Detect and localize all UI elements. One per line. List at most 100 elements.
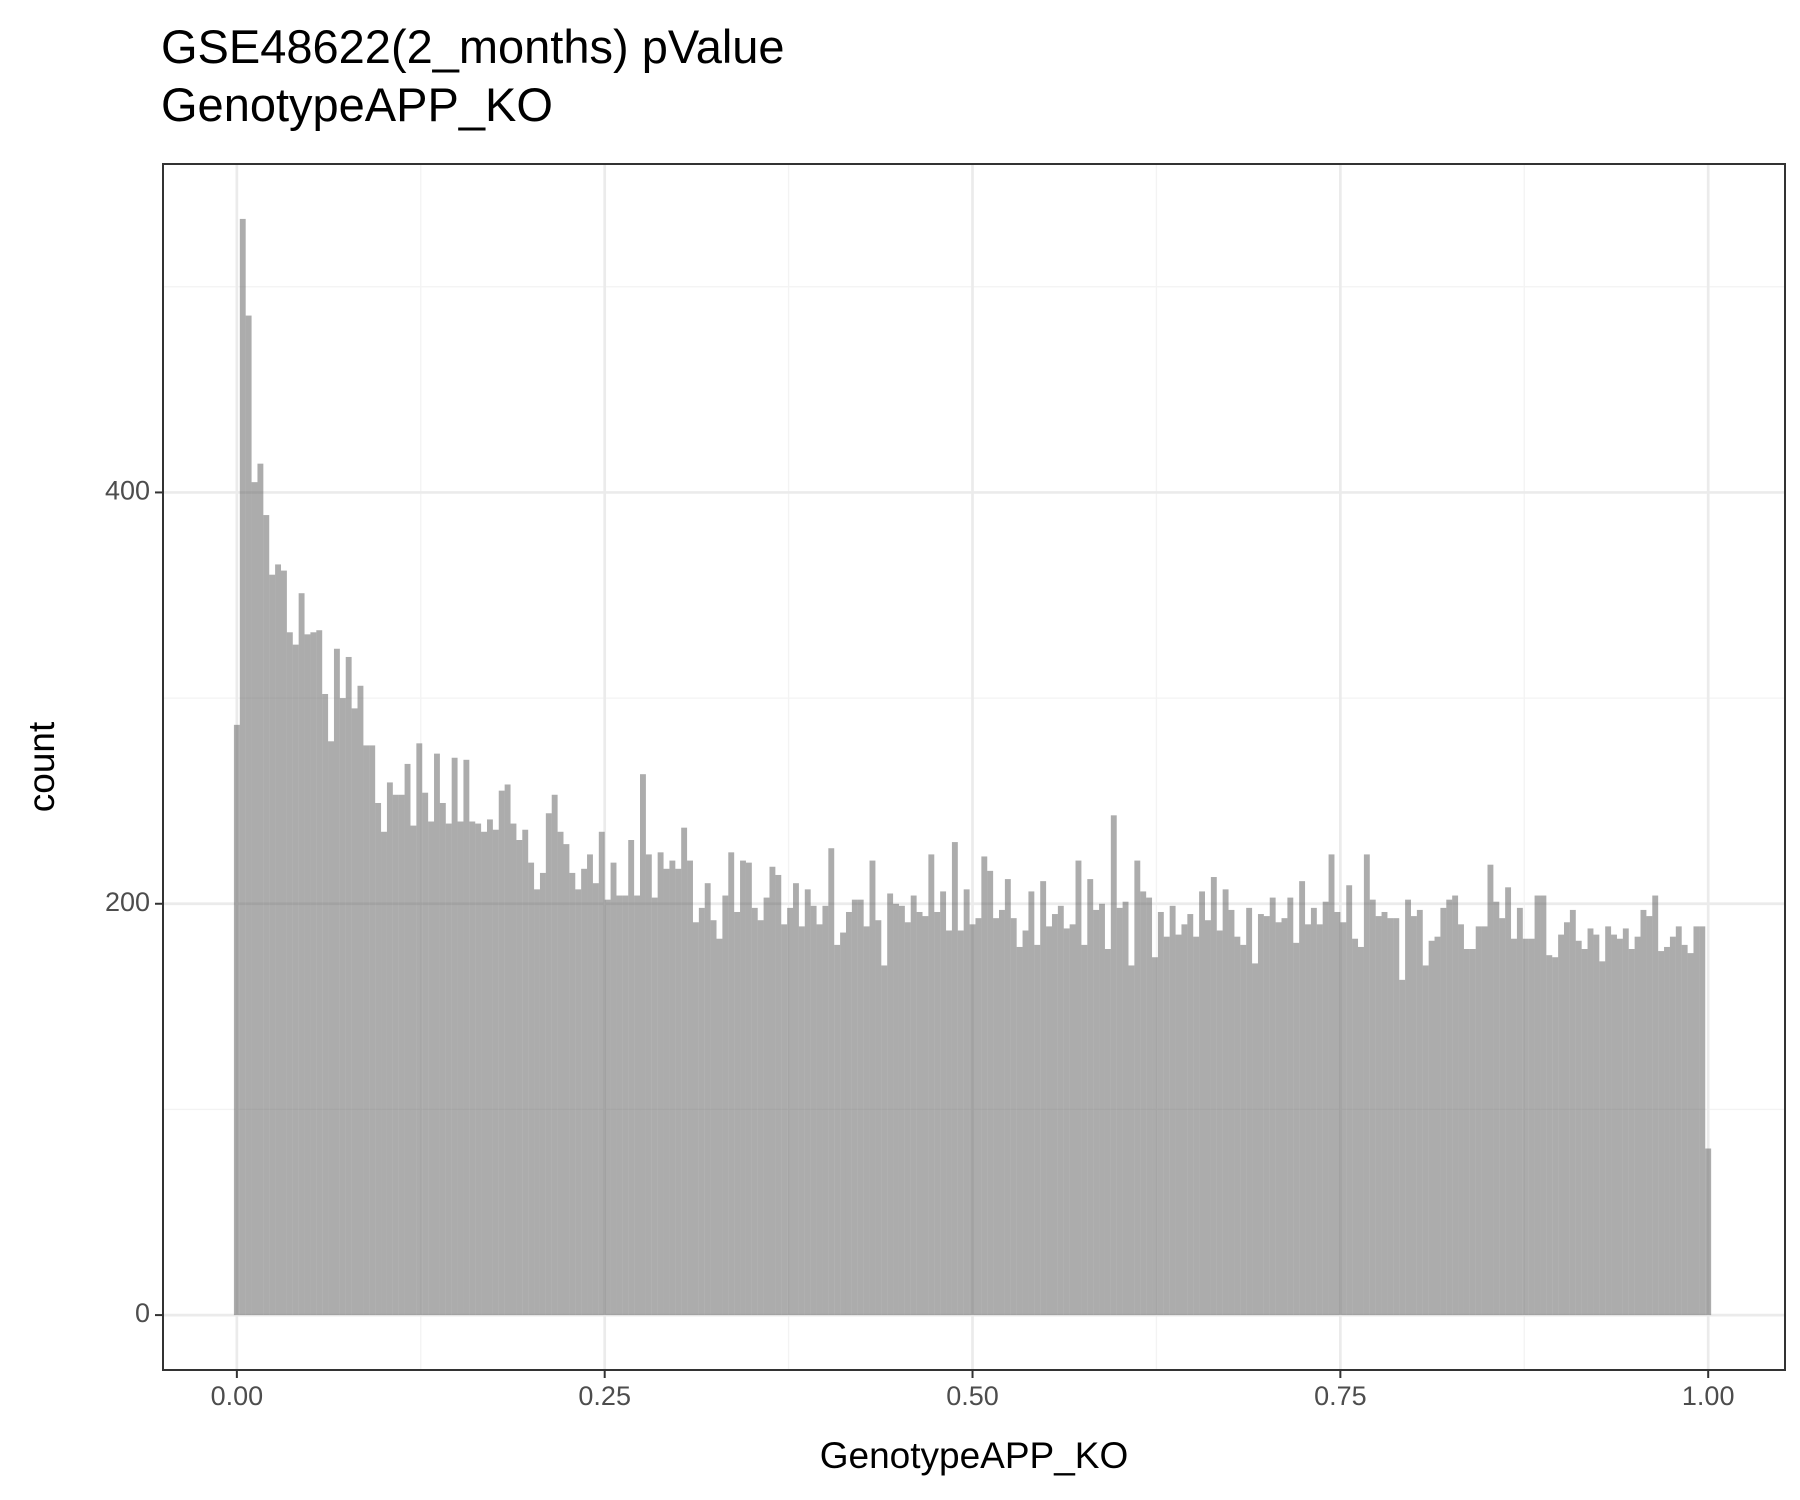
x-tick-label: 0.00 bbox=[211, 1381, 264, 1411]
bar bbox=[1287, 897, 1294, 1316]
bar bbox=[898, 905, 905, 1316]
bar bbox=[410, 825, 417, 1316]
bar bbox=[1587, 928, 1594, 1316]
bar bbox=[434, 753, 440, 1316]
bar bbox=[922, 916, 929, 1316]
bar bbox=[1446, 899, 1453, 1316]
bar bbox=[1334, 911, 1341, 1316]
bar bbox=[1358, 946, 1364, 1316]
bar bbox=[557, 831, 564, 1316]
bar bbox=[1263, 916, 1270, 1316]
bar bbox=[1681, 944, 1688, 1316]
bar bbox=[1705, 1148, 1712, 1316]
bar bbox=[716, 938, 723, 1316]
bar bbox=[1057, 905, 1064, 1316]
bar bbox=[1428, 940, 1435, 1316]
bar bbox=[486, 819, 493, 1316]
x-tick-label: 0.75 bbox=[1314, 1381, 1367, 1411]
bar bbox=[445, 823, 452, 1316]
bar bbox=[392, 794, 399, 1316]
bar bbox=[969, 924, 976, 1316]
bar bbox=[1528, 938, 1535, 1316]
bar bbox=[981, 856, 988, 1316]
bar bbox=[1281, 918, 1288, 1316]
bar bbox=[1505, 887, 1512, 1316]
bar bbox=[628, 840, 635, 1316]
bar bbox=[1675, 926, 1682, 1316]
bar bbox=[1010, 918, 1017, 1316]
bar bbox=[510, 823, 517, 1316]
bar bbox=[698, 907, 705, 1316]
bar bbox=[1546, 955, 1553, 1316]
bar bbox=[804, 889, 811, 1316]
bar bbox=[310, 632, 317, 1316]
bar bbox=[498, 790, 505, 1316]
bar bbox=[1022, 930, 1029, 1316]
bar bbox=[951, 842, 958, 1316]
bar bbox=[551, 794, 558, 1316]
bar bbox=[351, 708, 358, 1316]
bar bbox=[1599, 961, 1606, 1316]
bar bbox=[1004, 879, 1011, 1316]
bar bbox=[381, 831, 387, 1316]
bar bbox=[793, 883, 799, 1316]
bar bbox=[1316, 924, 1323, 1316]
bar bbox=[1099, 903, 1105, 1316]
bar bbox=[869, 860, 876, 1316]
bar bbox=[1628, 949, 1635, 1316]
bar bbox=[822, 905, 829, 1316]
bar bbox=[1487, 864, 1494, 1316]
bar bbox=[1593, 934, 1600, 1316]
bar bbox=[1193, 936, 1200, 1316]
bar bbox=[375, 802, 382, 1316]
bar bbox=[1046, 926, 1052, 1316]
bar bbox=[1199, 891, 1205, 1316]
bar bbox=[292, 644, 299, 1316]
bar bbox=[1652, 895, 1659, 1316]
bar bbox=[692, 922, 699, 1316]
bar bbox=[451, 757, 458, 1316]
bar bbox=[1110, 815, 1117, 1316]
bar bbox=[1322, 901, 1329, 1316]
bar bbox=[1204, 920, 1211, 1316]
bar bbox=[1658, 951, 1665, 1316]
bar bbox=[1116, 907, 1123, 1316]
bar bbox=[1405, 899, 1411, 1316]
bar bbox=[322, 693, 329, 1316]
bar bbox=[1181, 924, 1188, 1316]
bar bbox=[1363, 854, 1370, 1316]
bar bbox=[1169, 905, 1176, 1316]
bar bbox=[757, 920, 764, 1316]
bar bbox=[663, 868, 670, 1316]
bar bbox=[1352, 938, 1359, 1316]
bar bbox=[669, 860, 676, 1316]
bar bbox=[1040, 881, 1047, 1316]
bar bbox=[1140, 891, 1147, 1316]
bar bbox=[1028, 891, 1035, 1316]
bar bbox=[1564, 922, 1570, 1316]
bar bbox=[710, 920, 717, 1316]
bar bbox=[1569, 909, 1576, 1316]
bar bbox=[504, 784, 511, 1316]
bar bbox=[1305, 924, 1311, 1316]
bar bbox=[604, 899, 611, 1316]
bar bbox=[775, 874, 782, 1316]
bar bbox=[1387, 918, 1394, 1316]
bar bbox=[1152, 957, 1158, 1316]
bar bbox=[239, 218, 246, 1316]
bar bbox=[369, 745, 376, 1316]
bar bbox=[1081, 944, 1088, 1316]
bar bbox=[893, 903, 899, 1316]
bar bbox=[875, 920, 882, 1316]
y-axis-title: count bbox=[21, 721, 62, 812]
bar bbox=[828, 848, 835, 1316]
bar bbox=[1216, 930, 1223, 1316]
bar bbox=[1522, 938, 1529, 1316]
bar bbox=[1269, 897, 1276, 1316]
bar bbox=[1552, 957, 1559, 1316]
bar bbox=[1157, 911, 1164, 1316]
bar bbox=[1575, 940, 1582, 1316]
bar bbox=[1605, 926, 1612, 1316]
